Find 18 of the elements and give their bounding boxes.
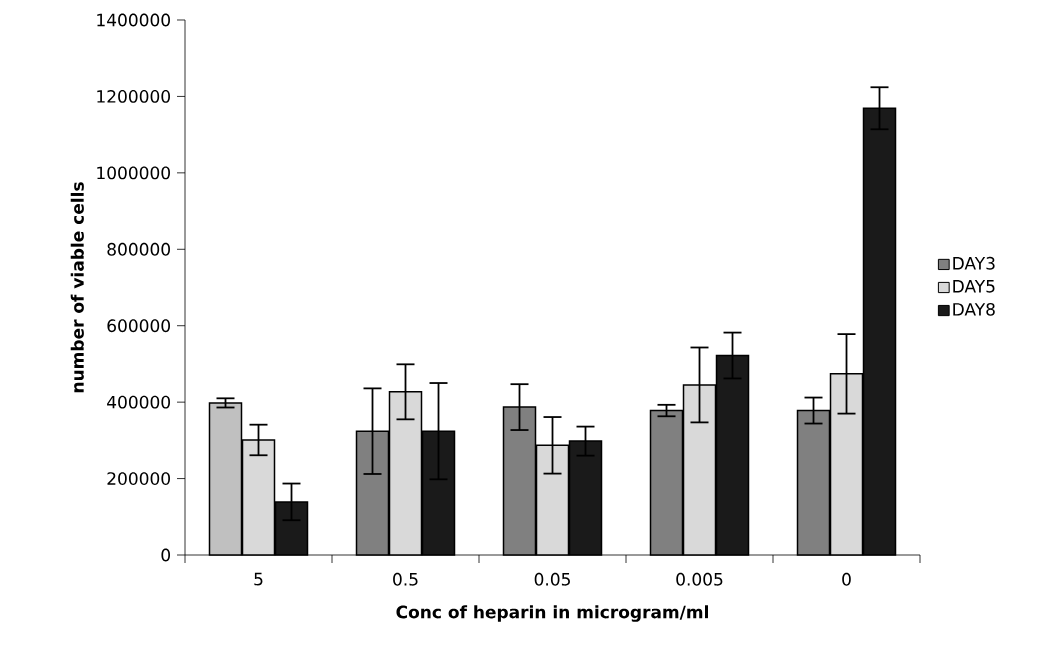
legend-label: DAY5 bbox=[953, 280, 995, 293]
y-tick-label: 200000 bbox=[107, 472, 170, 485]
x-tick-label: 0.005 bbox=[676, 572, 723, 586]
x-tick-label: 0.05 bbox=[534, 572, 570, 586]
y-tick-label: 1200000 bbox=[97, 89, 170, 103]
legend-label: DAY3 bbox=[953, 256, 995, 270]
x-tick-label: 5 bbox=[254, 572, 263, 586]
y-tick-label: 400000 bbox=[107, 395, 170, 409]
x-axis-title: Conc of heparin in microgram/ml bbox=[396, 605, 708, 622]
y-tick-label: 800000 bbox=[107, 242, 170, 256]
y-tick-label: 600000 bbox=[107, 319, 170, 333]
y-axis-title: number of viable cells bbox=[70, 182, 84, 393]
x-tick-label: 0.5 bbox=[393, 572, 418, 586]
y-tick-label: 0 bbox=[161, 548, 171, 562]
x-tick-label: 0 bbox=[842, 572, 851, 586]
legend-label: DAY8 bbox=[953, 302, 995, 316]
y-tick-label: 1400000 bbox=[97, 13, 170, 27]
y-tick-label: 1000000 bbox=[97, 166, 170, 180]
